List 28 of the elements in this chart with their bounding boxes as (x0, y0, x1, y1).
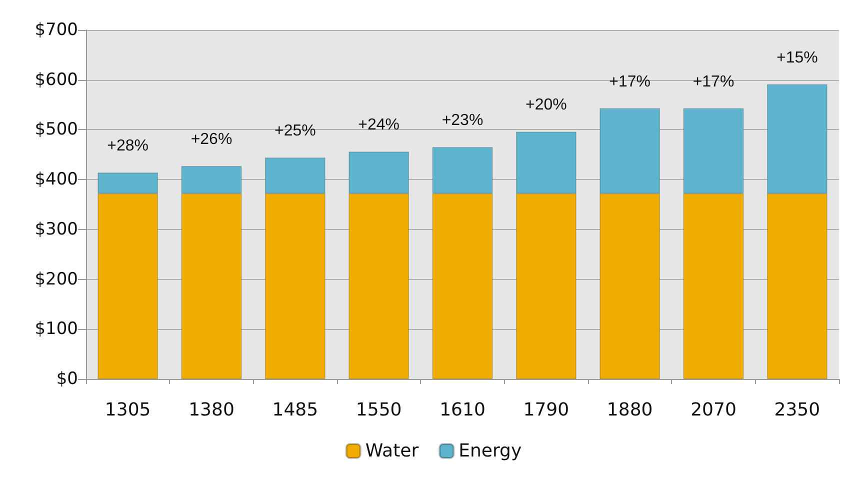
x-tick-label: 1880 (606, 400, 653, 420)
annotation: +24% (358, 116, 400, 134)
annotation: +28% (107, 138, 149, 155)
x-tick-label: 1305 (104, 400, 151, 420)
y-tick-label: $500 (34, 120, 78, 140)
x-tick-label: 2350 (774, 400, 820, 420)
y-tick-label: $700 (34, 20, 78, 40)
x-tick-label: 2070 (690, 400, 736, 420)
y-tick-label: $300 (34, 219, 78, 240)
annotation: +17% (609, 73, 651, 90)
y-tick-label: $400 (34, 170, 78, 190)
annotation: +15% (776, 49, 818, 66)
x-tick-label: 1380 (188, 400, 234, 420)
legend-label: Water (365, 440, 420, 462)
x-tick-label: 1550 (356, 400, 402, 420)
annotation: +26% (190, 131, 232, 148)
legend-label: Energy (458, 440, 522, 462)
y-tick-label: $100 (34, 319, 78, 340)
y-tick-label: $0 (56, 369, 78, 389)
x-tick-label: 1790 (523, 400, 570, 420)
annotation: +20% (525, 96, 567, 114)
y-tick-label: $600 (34, 70, 78, 90)
annotation: +25% (274, 122, 316, 140)
x-tick-label: 1485 (272, 400, 318, 420)
annotation: +23% (442, 112, 484, 130)
x-tick-label: 1610 (440, 400, 486, 420)
annotation: +17% (692, 73, 734, 90)
y-tick-label: $200 (34, 269, 78, 290)
